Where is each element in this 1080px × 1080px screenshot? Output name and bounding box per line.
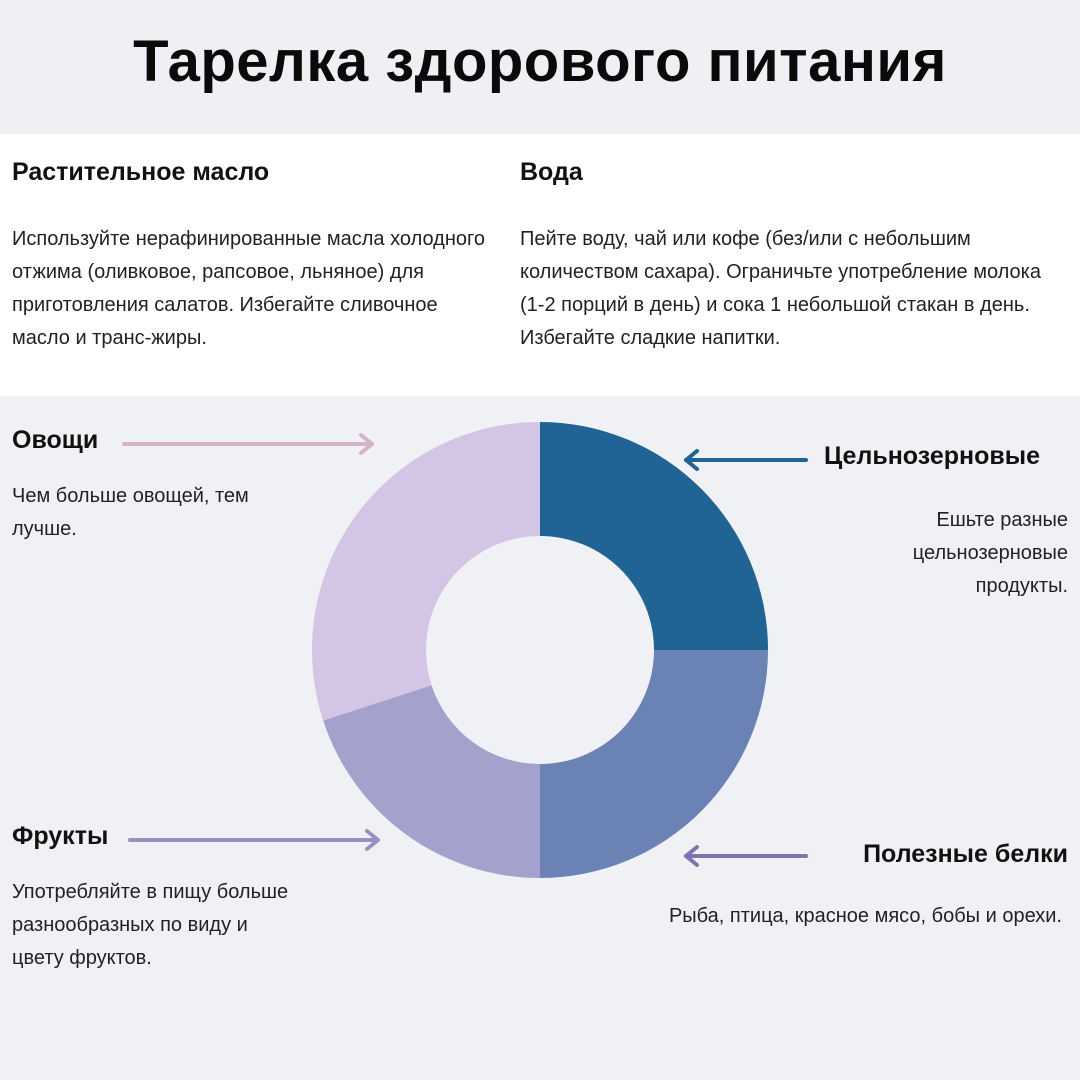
donut-slice-3 bbox=[312, 421, 540, 721]
donut-slice-2 bbox=[323, 685, 540, 878]
proteins-arrow bbox=[684, 845, 808, 867]
proteins-description: Рыба, птица, красное мясо, бобы и орехи. bbox=[542, 900, 1062, 933]
vegetables-arrow bbox=[122, 433, 374, 455]
vegetables-heading: Овощи bbox=[12, 426, 99, 454]
donut-slice-1 bbox=[540, 650, 768, 878]
grains-section: Цельнозерновые bbox=[824, 442, 1040, 471]
proteins-text: Рыба, птица, красное мясо, бобы и орехи. bbox=[668, 905, 1062, 927]
fruits-section: Фрукты bbox=[12, 822, 108, 851]
oil-heading: Растительное масло bbox=[12, 158, 270, 186]
proteins-heading: Полезные белки bbox=[863, 840, 1068, 868]
proteins-section: Полезные белки bbox=[863, 840, 1068, 869]
donut-slice-0 bbox=[540, 422, 768, 650]
info-band bbox=[0, 134, 1080, 396]
vegetables-text: Чем больше овощей, тем лучше. bbox=[12, 485, 249, 540]
grains-arrow bbox=[684, 449, 808, 471]
fruits-arrow bbox=[128, 829, 380, 851]
fruits-text: Употребляйте в пищу больше разнообразных… bbox=[12, 881, 289, 969]
fruits-heading: Фрукты bbox=[12, 822, 109, 850]
vegetables-description: Чем больше овощей, тем лучше. bbox=[12, 480, 312, 546]
grains-text: Ешьте разные цельнозерновые продукты. bbox=[912, 509, 1068, 597]
title-band bbox=[0, 0, 1080, 134]
fruits-description: Употребляйте в пищу больше разнообразных… bbox=[12, 876, 292, 975]
grains-description: Ешьте разные цельнозерновые продукты. bbox=[828, 504, 1068, 603]
water-section: Вода Пейте воду, чай или кофе (без/или с… bbox=[520, 158, 1050, 355]
oil-section: Растительное масло Используйте нерафинир… bbox=[12, 158, 492, 355]
vegetables-section: Овощи bbox=[12, 426, 98, 455]
water-text: Пейте воду, чай или кофе (без/или с небо… bbox=[520, 228, 1041, 349]
grains-heading: Цельнозерновые bbox=[823, 442, 1040, 470]
water-heading: Вода bbox=[520, 158, 583, 186]
oil-text: Используйте нерафинированные масла холод… bbox=[12, 228, 485, 349]
page-title: Тарелка здорового питания bbox=[133, 29, 947, 94]
